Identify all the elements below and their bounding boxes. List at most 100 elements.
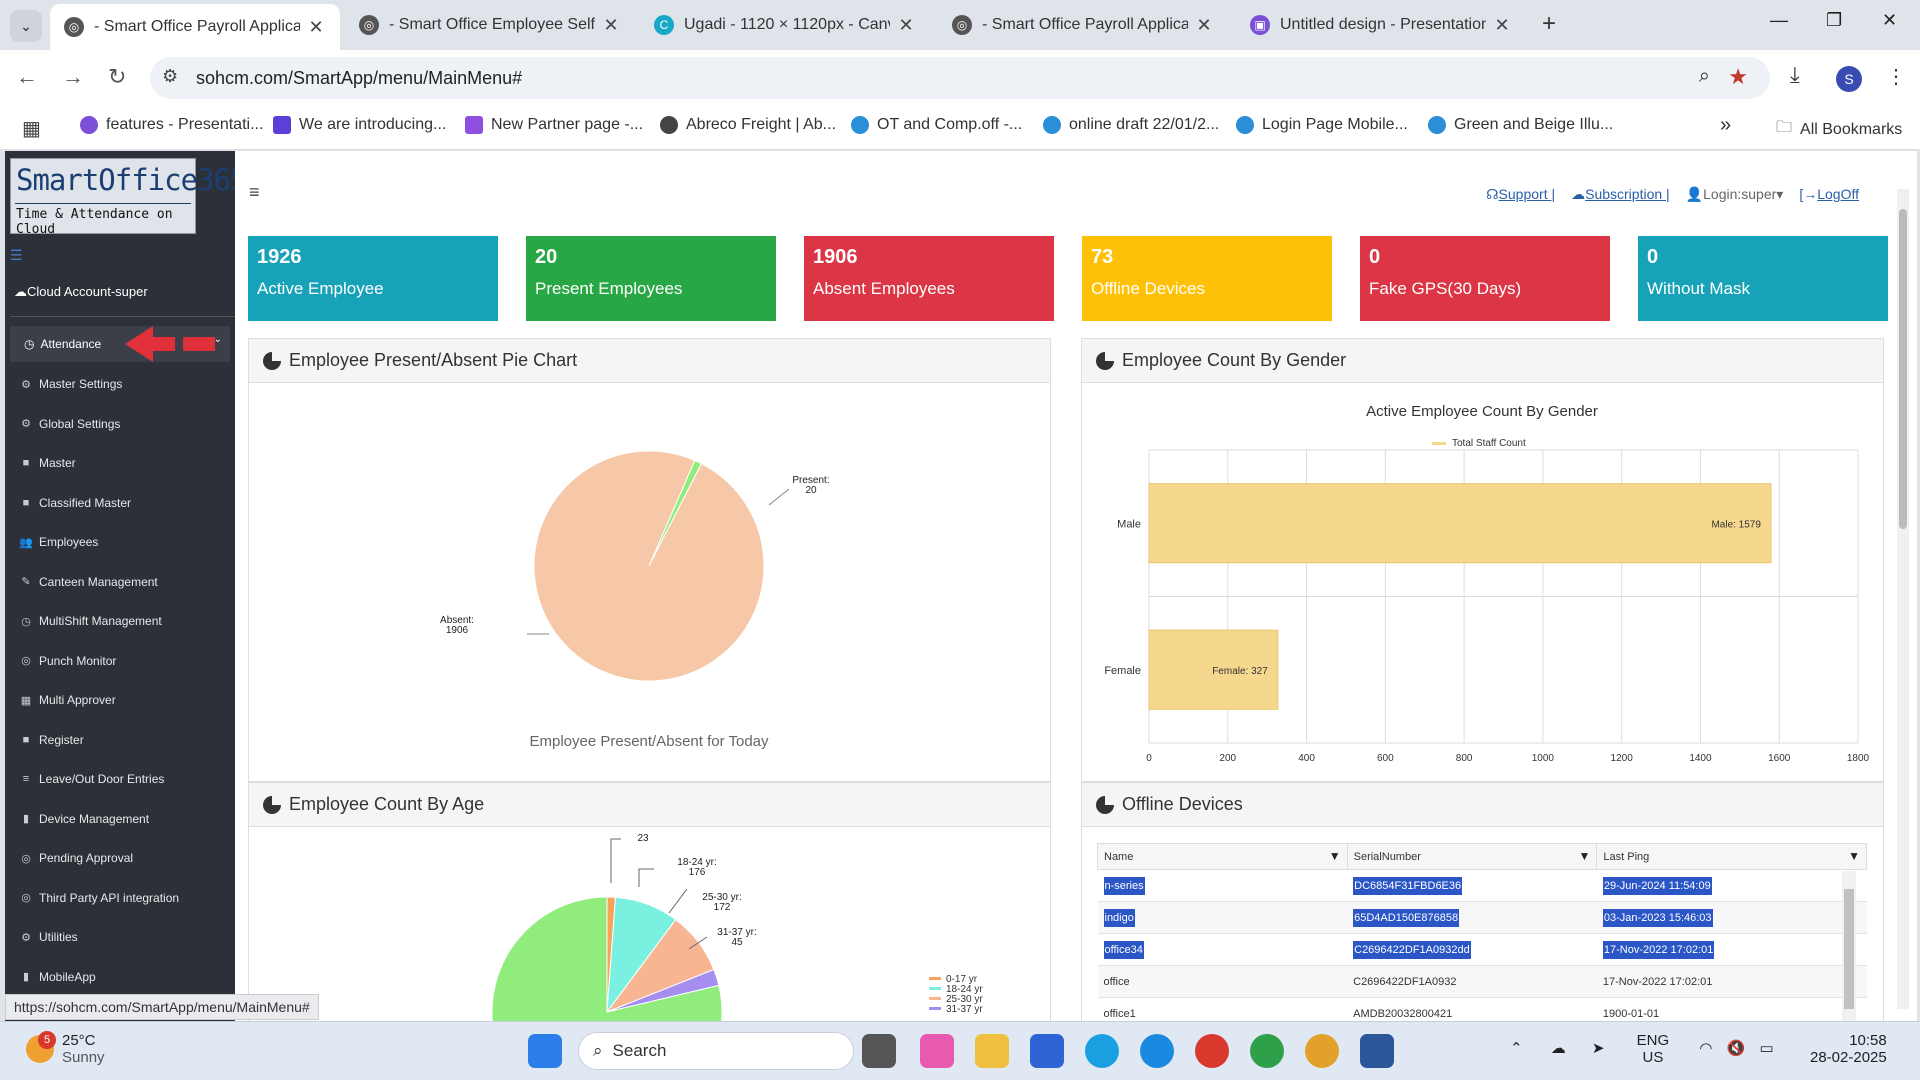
table-row[interactable]: indigo 65D4AD150E876858 03-Jan-2023 15:46:… (1097, 901, 1867, 934)
clock[interactable]: 10:58 28-02-2025 (1810, 1032, 1887, 1066)
bookmark-item[interactable]: OT and Comp.off -... (851, 116, 1022, 134)
bookmark-item[interactable]: New Partner page -... (465, 116, 643, 134)
sidebar-item-device-management[interactable]: ▮ Device Management (19, 812, 229, 826)
store-icon[interactable] (1030, 1034, 1064, 1068)
reload-icon[interactable]: ↻ (108, 64, 127, 89)
stat-card[interactable]: 1926 Active Employee (248, 236, 498, 321)
copilot-icon[interactable] (920, 1034, 954, 1068)
cloud-account[interactable]: ☁Cloud Account-super (14, 284, 148, 300)
bookmark-item[interactable]: Green and Beige Illu... (1428, 116, 1613, 134)
logo[interactable]: SmartOffice365 Time & Attendance on Clou… (10, 158, 247, 237)
chevron-up-icon[interactable]: ⌃ (1510, 1039, 1523, 1057)
filter-icon[interactable]: ▼ (1848, 849, 1860, 863)
stat-card[interactable]: 0 Without Mask (1638, 236, 1888, 321)
wifi-icon[interactable]: ◠ (1699, 1039, 1713, 1057)
battery-icon[interactable]: ▭ (1759, 1039, 1774, 1057)
browser-tab-active[interactable]: ◎ - Smart Office Payroll Applicatio ✕ (50, 4, 340, 50)
chrome-icon[interactable] (1195, 1034, 1229, 1068)
sidebar-item-leave-out-door-entries[interactable]: ≡ Leave/Out Door Entries (19, 772, 229, 786)
task-view-icon[interactable] (862, 1034, 896, 1068)
table-row[interactable]: office34 C2696422DF1A0932dd 17-Nov-2022 17… (1097, 933, 1867, 966)
sidebar-item-master-settings[interactable]: ⚙ Master Settings (19, 377, 229, 391)
sidebar-item-pending-approval[interactable]: ◎ Pending Approval (19, 851, 229, 865)
sidebar-item-multi-approver[interactable]: ▦ Multi Approver (19, 693, 229, 707)
close-window-icon[interactable]: ✕ (1882, 10, 1898, 30)
table-row[interactable]: office1 AMDB20032800421 1900-01-01 (1097, 997, 1867, 1021)
apps-grid-icon[interactable]: ▦ (22, 118, 41, 140)
sidebar-item-master[interactable]: ■ Master (19, 456, 229, 470)
sidebar-item-register[interactable]: ■ Register (19, 733, 229, 747)
page-scrollbar[interactable] (1897, 189, 1909, 1009)
close-tab-icon[interactable]: ✕ (898, 14, 914, 35)
logoff-link[interactable]: [→LogOff (1799, 186, 1859, 203)
bookmark-item[interactable]: online draft 22/01/2... (1043, 116, 1219, 134)
language-indicator[interactable]: ENG US (1637, 1032, 1670, 1066)
sidebar-item-canteen-management[interactable]: ✎ Canteen Management (19, 575, 229, 589)
sidebar-item-classified-master[interactable]: ■ Classified Master (19, 496, 229, 510)
table-row[interactable]: n-series DC6854F31FBD6E36 29-Jun-2024 11:5… (1097, 869, 1867, 902)
stat-card[interactable]: 73 Offline Devices (1082, 236, 1332, 321)
bookmark-star-icon[interactable]: ★ (1728, 64, 1748, 89)
filter-icon[interactable]: ▼ (1578, 849, 1591, 863)
onedrive-icon[interactable]: ☁ (1550, 1039, 1566, 1057)
sidebar-item-global-settings[interactable]: ⚙ Global Settings (19, 417, 229, 431)
bookmark-item[interactable]: We are introducing... (273, 116, 446, 134)
browser-tab[interactable]: ▣ Untitled design - Presentation - ✕ (1236, 6, 1526, 44)
browser-tab[interactable]: ◎ - Smart Office Employee Self Se ✕ (345, 6, 635, 44)
restore-icon[interactable]: ❐ (1826, 10, 1843, 30)
table-scroll-thumb[interactable] (1844, 889, 1854, 1009)
filter-icon[interactable]: ▼ (1328, 849, 1341, 863)
stat-card[interactable]: 1906 Absent Employees (804, 236, 1054, 321)
browser-tab[interactable]: C Ugadi - 1120 × 1120px - Canva ✕ (640, 6, 930, 44)
tab-search-button[interactable]: ⌄ (10, 10, 42, 42)
sidebar-menu-icon[interactable]: ☰ (10, 247, 23, 263)
sidebar-item-mobileapp[interactable]: ▮ MobileApp (19, 970, 229, 984)
back-icon[interactable]: ← (16, 64, 38, 89)
column-header[interactable]: Name ▼ (1097, 843, 1348, 870)
all-bookmarks-button[interactable]: 🗀 All Bookmarks (1776, 116, 1902, 143)
support-link[interactable]: ☊Support | (1486, 186, 1555, 203)
minimize-icon[interactable]: — (1770, 10, 1788, 30)
sidebar-item-multishift-management[interactable]: ◷ MultiShift Management (19, 614, 229, 628)
word-icon[interactable] (1360, 1034, 1394, 1068)
stat-card[interactable]: 20 Present Employees (526, 236, 776, 321)
close-tab-icon[interactable]: ✕ (1494, 14, 1510, 35)
location-icon[interactable]: ➤ (1591, 1039, 1605, 1057)
sidebar-item-employees[interactable]: 👥 Employees (19, 535, 229, 549)
column-header[interactable]: SerialNumber ▼ (1346, 843, 1598, 870)
skype-icon[interactable] (1140, 1034, 1174, 1068)
hamburger-icon[interactable]: ≡ (249, 182, 260, 202)
download-icon[interactable]: ⤓ (1790, 62, 1800, 87)
subscription-link[interactable]: ☁Subscription | (1571, 186, 1670, 203)
browser-tab[interactable]: ◎ - Smart Office Payroll Applicatio ✕ (938, 6, 1228, 44)
file-explorer-icon[interactable] (975, 1034, 1009, 1068)
site-settings-icon[interactable]: ⚙ (162, 66, 179, 86)
new-tab-button[interactable]: + (1542, 10, 1557, 37)
address-bar[interactable]: ⚙ sohcm.com/SmartApp/menu/MainMenu# ⌕ ★ (150, 57, 1770, 99)
sidebar-item-utilities[interactable]: ⚙ Utilities (19, 930, 229, 944)
bookmark-item[interactable]: Abreco Freight | Ab... (660, 116, 836, 134)
profile-avatar[interactable]: S (1836, 66, 1862, 92)
close-tab-icon[interactable]: ✕ (1196, 14, 1212, 35)
forward-icon[interactable]: → (62, 64, 84, 89)
volume-muted-icon[interactable]: 🔇 (1726, 1039, 1746, 1057)
edge-icon[interactable] (1085, 1034, 1119, 1068)
close-tab-icon[interactable]: ✕ (603, 14, 619, 35)
bookmark-item[interactable]: features - Presentati... (80, 116, 263, 134)
sidebar-item-punch-monitor[interactable]: ◎ Punch Monitor (19, 654, 229, 668)
sidebar-item-third-party-api-integration[interactable]: ◎ Third Party API integration (19, 891, 229, 905)
browser-menu-icon[interactable]: ⋮ (1886, 66, 1906, 88)
chrome-profile-icon[interactable] (1305, 1034, 1339, 1068)
windows-start-icon[interactable] (528, 1034, 562, 1068)
column-header[interactable]: Last Ping ▼ (1596, 843, 1867, 870)
stat-card[interactable]: 0 Fake GPS(30 Days) (1360, 236, 1610, 321)
chrome-profile-icon[interactable] (1250, 1034, 1284, 1068)
weather-widget[interactable]: 5 25°C Sunny (26, 1031, 105, 1066)
taskbar-search[interactable]: ⌕ Search (578, 1032, 854, 1070)
chevron-down-icon[interactable]: ⌄ (213, 334, 222, 345)
bookmark-item[interactable]: Login Page Mobile... (1236, 116, 1408, 134)
table-row[interactable]: office C2696422DF1A0932 17-Nov-2022 17:02:… (1097, 965, 1867, 998)
zoom-icon[interactable]: ⌕ (1698, 65, 1710, 87)
more-bookmarks-icon[interactable]: » (1720, 114, 1732, 136)
table-scrollbar[interactable] (1842, 871, 1856, 1021)
